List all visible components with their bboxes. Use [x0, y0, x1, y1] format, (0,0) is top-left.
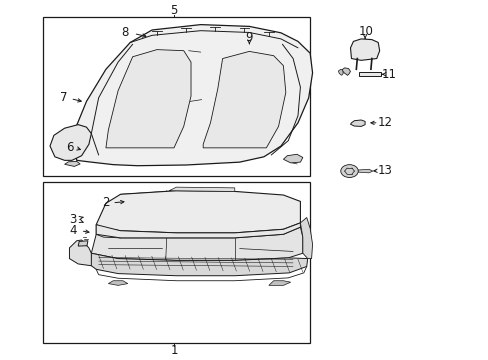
Text: 13: 13: [377, 164, 392, 177]
Text: 3: 3: [69, 213, 77, 226]
Polygon shape: [268, 281, 290, 285]
Polygon shape: [78, 241, 88, 246]
Text: 1: 1: [170, 343, 177, 356]
Text: 4: 4: [69, 224, 77, 237]
Polygon shape: [169, 187, 234, 192]
Polygon shape: [69, 240, 91, 266]
Polygon shape: [50, 125, 91, 160]
Polygon shape: [90, 253, 307, 276]
Polygon shape: [358, 169, 372, 173]
Polygon shape: [72, 24, 312, 166]
Polygon shape: [350, 39, 379, 60]
Polygon shape: [300, 217, 312, 258]
Polygon shape: [283, 154, 302, 163]
Text: 6: 6: [65, 141, 73, 154]
Bar: [358, 72, 380, 76]
Text: 8: 8: [122, 26, 129, 39]
Polygon shape: [350, 120, 365, 126]
Polygon shape: [96, 191, 300, 233]
Bar: [42, 18, 309, 176]
Polygon shape: [203, 51, 285, 148]
Text: 11: 11: [381, 68, 396, 81]
Polygon shape: [96, 225, 120, 238]
Text: 9: 9: [245, 31, 253, 44]
Circle shape: [340, 165, 358, 177]
Bar: [42, 182, 309, 342]
Polygon shape: [91, 227, 302, 260]
Text: 2: 2: [102, 196, 109, 210]
Text: 12: 12: [377, 116, 392, 129]
Text: 5: 5: [170, 4, 177, 17]
Polygon shape: [108, 281, 127, 285]
Polygon shape: [338, 69, 343, 75]
Text: 10: 10: [358, 25, 373, 38]
Polygon shape: [106, 50, 191, 148]
Polygon shape: [96, 223, 300, 238]
Polygon shape: [64, 161, 80, 166]
Polygon shape: [341, 68, 350, 75]
Text: 7: 7: [60, 91, 67, 104]
